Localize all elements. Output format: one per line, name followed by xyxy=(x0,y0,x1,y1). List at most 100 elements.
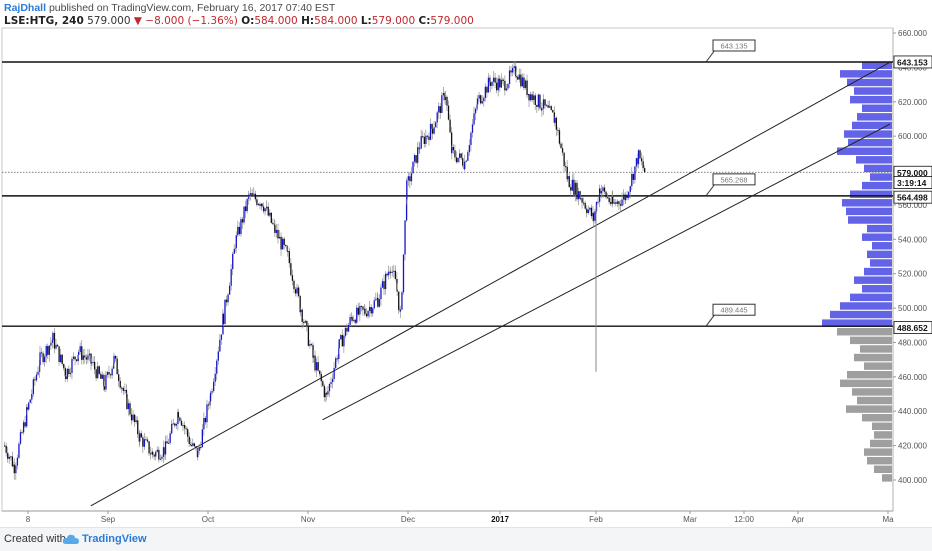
candle-body xyxy=(431,128,434,134)
candle-body xyxy=(391,271,393,273)
volume-profile-bar xyxy=(847,78,892,87)
candle-body xyxy=(203,418,205,430)
volume-profile-bar xyxy=(862,285,892,293)
candle-body xyxy=(248,194,250,200)
candle-body xyxy=(388,271,390,276)
candle-body xyxy=(306,320,308,326)
candle-body xyxy=(137,420,139,435)
candle-body xyxy=(338,339,340,349)
y-tick-label: 420.000 xyxy=(898,442,927,451)
candle-body xyxy=(121,387,123,389)
candle-body xyxy=(275,229,278,233)
candle-body xyxy=(124,389,126,391)
y-tick-label: 620.000 xyxy=(898,98,927,107)
candle-body xyxy=(507,83,509,89)
candle-body xyxy=(362,306,364,310)
candle-body xyxy=(140,433,142,438)
candle-body xyxy=(429,123,432,140)
x-tick-label: Feb xyxy=(589,515,603,524)
candle-body xyxy=(85,357,88,360)
candle-body xyxy=(365,313,368,317)
volume-profile-bar xyxy=(860,345,892,353)
candle-body xyxy=(261,203,263,207)
candle-body xyxy=(48,345,50,355)
candle-body xyxy=(634,166,636,180)
candle-body xyxy=(161,456,163,459)
candle-body xyxy=(439,106,441,113)
volume-profile-bar xyxy=(862,233,892,241)
volume-profile-bar xyxy=(848,138,892,147)
volume-profile-bar xyxy=(846,405,892,413)
symbol-label[interactable]: LSE:HTG, 240 xyxy=(4,15,84,27)
candle-body xyxy=(489,82,492,86)
candle-body xyxy=(282,238,284,250)
candle-body xyxy=(624,194,627,201)
candle-body xyxy=(476,104,478,109)
candle-body xyxy=(435,122,437,128)
candle-body xyxy=(211,391,213,393)
candle-body xyxy=(635,158,638,167)
candle-body xyxy=(114,355,117,359)
candle-body xyxy=(293,280,295,290)
candle-body xyxy=(422,136,424,138)
candle-body xyxy=(273,224,276,226)
candle-body xyxy=(410,173,413,182)
price-label-box xyxy=(893,55,932,69)
author-name[interactable]: RajDhall xyxy=(4,2,47,14)
volume-profile-bar xyxy=(872,242,892,250)
y-tick-label: 600.000 xyxy=(898,132,927,141)
price-label-box xyxy=(893,321,932,334)
price-chart[interactable]: 643.135565.268489.445660.000640.000620.0… xyxy=(0,0,932,527)
candle-body xyxy=(197,450,199,458)
candle-body xyxy=(610,202,612,204)
candle-body xyxy=(207,404,210,406)
volume-profile-bar xyxy=(862,61,892,69)
y-tick-label: 440.000 xyxy=(898,407,927,416)
candle-body xyxy=(84,355,86,358)
candle-body xyxy=(442,93,445,96)
created-with-text: Created with xyxy=(4,533,66,545)
level-callout-box xyxy=(712,173,756,186)
x-tick-label: Sep xyxy=(101,515,116,524)
price-label: 643.153 xyxy=(897,57,928,67)
candle-body xyxy=(26,407,28,427)
candle-body xyxy=(294,289,297,294)
candle-body xyxy=(539,94,541,109)
candle-body xyxy=(515,76,517,78)
candle-body xyxy=(423,136,425,145)
candle-body xyxy=(71,358,73,373)
tradingview-link[interactable]: TradingView xyxy=(82,533,147,545)
candle-body xyxy=(40,352,43,354)
candle-body xyxy=(500,79,502,88)
candle-body xyxy=(291,275,294,281)
candle-body xyxy=(640,158,643,162)
candle-body xyxy=(480,95,482,104)
volume-profile-bar xyxy=(837,328,892,336)
candle-body xyxy=(367,310,369,317)
candle-body xyxy=(487,77,490,93)
x-tick-label: Ma xyxy=(882,515,894,524)
candle-body xyxy=(47,346,49,355)
candle-body xyxy=(513,66,515,69)
candle-body xyxy=(343,335,345,347)
price-label-box xyxy=(893,190,932,204)
candle-body xyxy=(504,80,506,91)
candle-body xyxy=(164,441,167,455)
candle-body xyxy=(31,393,33,400)
candle-body xyxy=(528,94,530,101)
candle-body xyxy=(494,77,496,83)
candle-body xyxy=(314,355,316,371)
candle-body xyxy=(608,197,610,203)
candle-body xyxy=(16,457,19,466)
candle-body xyxy=(129,403,131,415)
candle-body xyxy=(518,74,520,80)
volume-profile-bar xyxy=(872,422,892,431)
volume-profile-bar xyxy=(830,310,892,319)
candle-body xyxy=(415,155,417,163)
candle-body xyxy=(471,124,474,133)
candle-body xyxy=(489,77,491,83)
candle-body xyxy=(404,220,406,255)
candle-body xyxy=(383,281,385,290)
candle-body xyxy=(420,136,422,149)
candle-body xyxy=(517,76,519,80)
